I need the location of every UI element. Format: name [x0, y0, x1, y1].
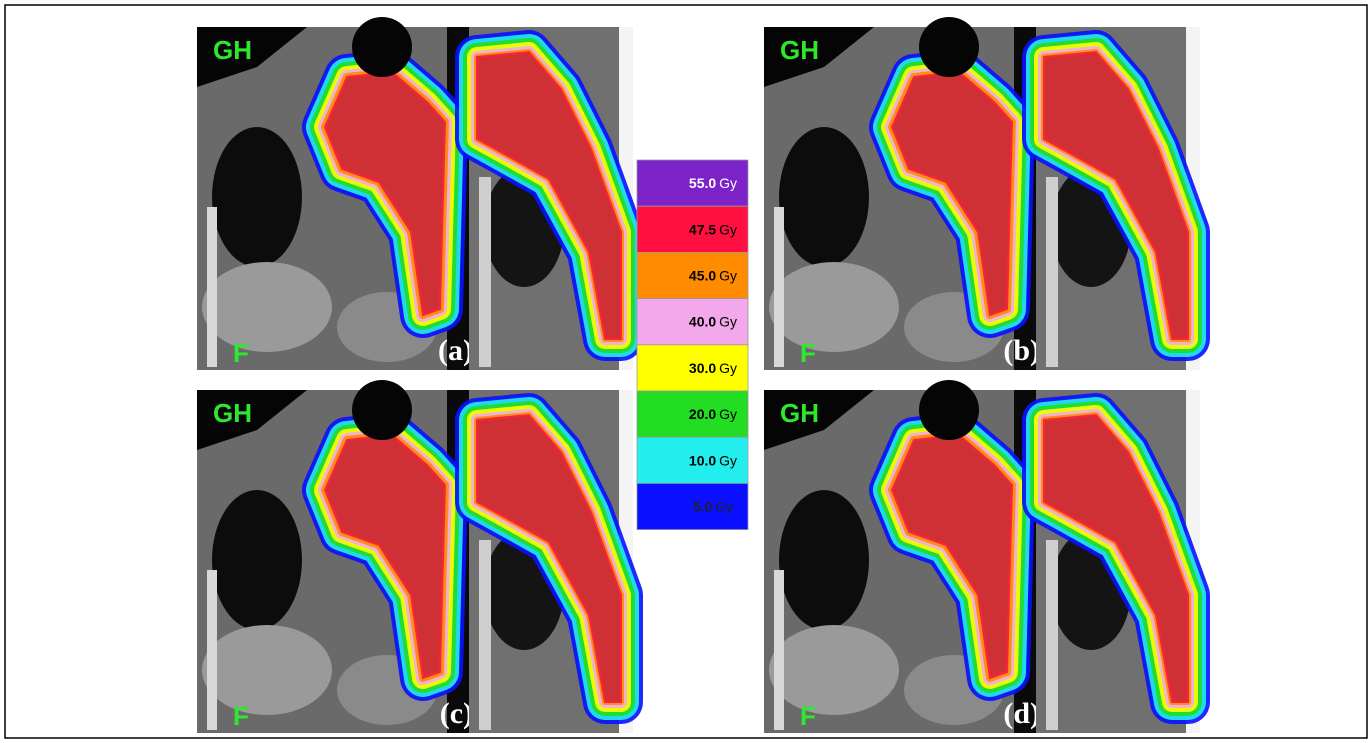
panel-label: (d) — [1003, 697, 1040, 730]
legend-unit: Gy — [719, 314, 737, 330]
legend-dose: 30.0 — [689, 360, 716, 376]
legend-dose: 10.0 — [689, 452, 716, 468]
panel: GH F (c) — [197, 380, 633, 733]
top-label: GH — [213, 398, 252, 428]
legend-dose: 20.0 — [689, 406, 716, 422]
ct-spine — [479, 177, 491, 367]
ct-spine — [1046, 540, 1058, 730]
legend-unit: Gy — [715, 499, 733, 515]
top-label: GH — [780, 398, 819, 428]
sagittal — [469, 390, 633, 733]
ct-spine — [479, 540, 491, 730]
panel: GH F (b) — [764, 17, 1200, 370]
sagittal — [1036, 27, 1200, 370]
ct-cavity — [352, 380, 412, 440]
top-label: GH — [780, 35, 819, 65]
top-label: GH — [213, 35, 252, 65]
legend-dose: 47.5 — [689, 221, 716, 237]
ct-spine — [207, 207, 217, 367]
bottom-label: F — [233, 701, 249, 731]
panel-label: (a) — [438, 334, 473, 367]
ct-spine — [1046, 177, 1058, 367]
ct-lung — [779, 127, 869, 267]
sagittal — [1036, 390, 1200, 733]
ct-liver — [769, 625, 899, 715]
ct-liver — [202, 262, 332, 352]
legend-unit: Gy — [719, 221, 737, 237]
ct-cavity — [919, 380, 979, 440]
ct-cavity — [919, 17, 979, 77]
ct-cavity — [352, 17, 412, 77]
ct-lung — [779, 490, 869, 630]
legend-dose: 45.0 — [689, 268, 716, 284]
bottom-label: F — [233, 338, 249, 368]
legend-unit: Gy — [719, 175, 737, 191]
ct-lung — [212, 490, 302, 630]
panel-label: (b) — [1003, 334, 1040, 367]
legend-unit: Gy — [719, 406, 737, 422]
panel: GH F (a) — [197, 17, 633, 370]
legend-dose: 5.0 — [693, 499, 713, 515]
ct-spine — [774, 207, 784, 367]
bottom-label: F — [800, 338, 816, 368]
ct-liver — [769, 262, 899, 352]
legend-unit: Gy — [719, 360, 737, 376]
bottom-label: F — [800, 701, 816, 731]
legend-unit: Gy — [719, 452, 737, 468]
ct-spine — [774, 570, 784, 730]
panel: GH F (d) — [764, 380, 1200, 733]
ct-lung — [212, 127, 302, 267]
ct-liver — [202, 625, 332, 715]
legend-dose: 55.0 — [689, 175, 716, 191]
panel-label: (c) — [440, 697, 473, 730]
sagittal — [469, 27, 633, 370]
ct-spine — [207, 570, 217, 730]
figure: GHF(a)GHF(b)GHF(c)GHF(d)55.0Gy47.5Gy45.0… — [0, 0, 1372, 743]
legend-unit: Gy — [719, 268, 737, 284]
legend-dose: 40.0 — [689, 314, 716, 330]
